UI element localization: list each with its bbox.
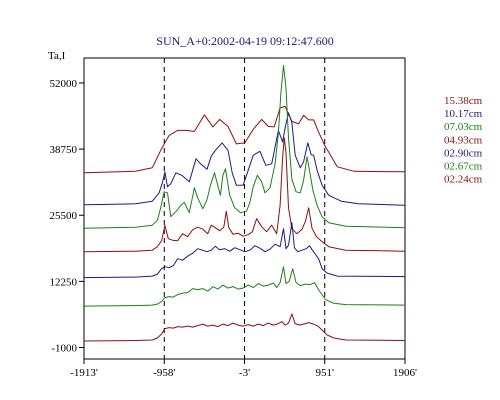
legend-entry: 15.38cm xyxy=(444,95,483,107)
series-line-02-24cm xyxy=(83,313,406,342)
legend-entry: 10.17cm xyxy=(444,108,483,120)
x-tick-label: -958' xyxy=(153,367,175,379)
legend-entry: 07.03cm xyxy=(444,121,483,133)
reference-lines xyxy=(163,58,326,359)
x-tick-label: 951' xyxy=(315,367,334,379)
x-axis: -1913' -958' -3' 951' 1906' xyxy=(70,359,417,379)
y-axis: 52000 38750 25500 12250 -1000 xyxy=(50,78,84,355)
series-layer xyxy=(83,65,406,342)
y-tick-label: -1000 xyxy=(51,343,77,355)
series-line-02-67cm xyxy=(83,266,406,307)
y-tick-label: 38750 xyxy=(50,144,78,156)
x-tick-label: 1906' xyxy=(393,367,417,379)
series-line-04-93cm xyxy=(83,137,406,253)
legend-entry: 02.67cm xyxy=(444,161,483,173)
y-tick-label: 52000 xyxy=(50,78,78,90)
legend-entry: 02.90cm xyxy=(444,147,483,159)
y-axis-label: Ta,I xyxy=(48,50,66,62)
y-tick-label: 12250 xyxy=(50,276,78,288)
legend-entry: 04.93cm xyxy=(444,134,483,146)
series-line-02-90cm xyxy=(83,222,406,279)
chart-title: SUN_A+0:2002-04-19 09:12:47.600 xyxy=(156,34,333,48)
series-line-10-17cm xyxy=(83,112,406,206)
legend-entry: 02.24cm xyxy=(444,174,483,186)
series-line-07-03cm xyxy=(83,65,406,229)
y-tick-label: 25500 xyxy=(50,210,78,222)
series-line-15-38cm xyxy=(83,105,406,174)
x-tick-label: -1913' xyxy=(70,367,98,379)
x-tick-label: -3' xyxy=(239,367,250,379)
